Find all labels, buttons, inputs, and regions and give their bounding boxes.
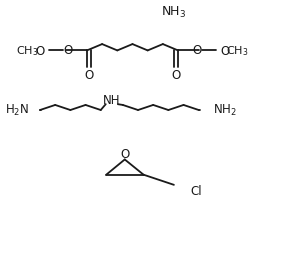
Text: Cl: Cl	[190, 184, 202, 197]
Text: NH$_2$: NH$_2$	[213, 102, 236, 117]
Text: O: O	[220, 45, 229, 58]
Text: NH$_3$: NH$_3$	[161, 5, 186, 20]
Text: NH: NH	[103, 94, 121, 107]
Text: O: O	[192, 44, 201, 57]
Text: O: O	[84, 68, 93, 81]
Text: CH$_3$: CH$_3$	[226, 44, 249, 58]
Text: H$_2$N: H$_2$N	[5, 102, 29, 117]
Text: O: O	[35, 45, 45, 58]
Text: O: O	[120, 147, 129, 160]
Text: O: O	[64, 44, 73, 57]
Text: O: O	[172, 68, 181, 81]
Text: CH$_3$: CH$_3$	[16, 44, 39, 58]
